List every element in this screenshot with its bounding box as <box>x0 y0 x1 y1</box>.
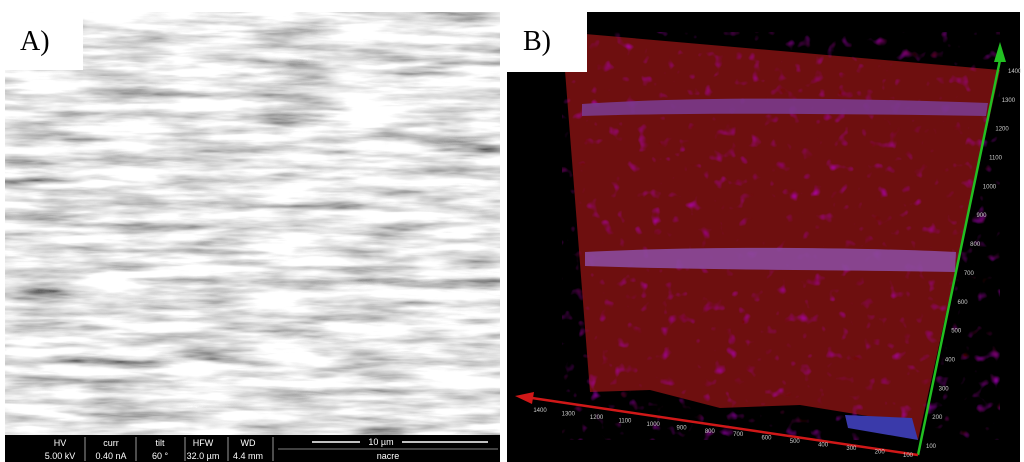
horizontal-tick-label: 1000 <box>647 422 661 428</box>
horizontal-tick-label: 800 <box>705 429 716 435</box>
databar-value: 0.40 nA <box>95 451 126 461</box>
horizontal-tick-label: 1200 <box>590 415 604 421</box>
vertical-tick-label: 800 <box>970 242 981 248</box>
horizontal-tick-label: 1300 <box>562 411 576 417</box>
vertical-tick-label: 500 <box>951 329 962 335</box>
vertical-tick-label: 200 <box>932 415 943 421</box>
horizontal-tick-label: 100 <box>903 453 914 459</box>
databar-name: tilt <box>156 438 165 448</box>
panel-b: B) 100 200 300 400 500 600 700 800 900 1000 1100 12… <box>507 12 1022 462</box>
sem-texture <box>5 12 500 435</box>
databar-name: curr <box>103 438 119 448</box>
horizontal-tick-label: 700 <box>733 432 744 438</box>
horizontal-tick-label: 200 <box>875 450 886 456</box>
databar-value: 4.4 mm <box>233 451 263 461</box>
horizontal-tick-label: 400 <box>818 443 829 449</box>
figure: A) HV 5.00 kV curr 0.40 nA tilt 60 ° HFW 32.0 µ… <box>0 0 1024 462</box>
horizontal-tick-label: 900 <box>677 425 688 431</box>
vertical-tick-label: 400 <box>945 357 956 363</box>
vertical-tick-label: 1400 <box>1008 69 1022 75</box>
vertical-tick-label: 1300 <box>1002 98 1016 104</box>
sample-name: nacre <box>377 451 400 461</box>
databar-value: 60 ° <box>152 451 169 461</box>
vertical-tick-label: 1100 <box>989 156 1003 162</box>
vertical-tick-label: 600 <box>958 300 969 306</box>
horizontal-tick-label: 300 <box>846 446 857 452</box>
panel-label: B) <box>523 26 551 57</box>
horizontal-tick-label: 1400 <box>533 408 547 414</box>
vertical-tick-label: 100 <box>926 444 937 450</box>
panel-label: A) <box>20 26 50 57</box>
vertical-tick-label: 300 <box>939 386 950 392</box>
vertical-tick-label: 900 <box>976 213 987 219</box>
vertical-tick-label: 1200 <box>995 127 1009 133</box>
databar-value: 32.0 µm <box>187 451 220 461</box>
horizontal-tick-label: 1100 <box>618 418 632 424</box>
band-upper <box>582 99 988 116</box>
vertical-tick-label: 700 <box>964 271 975 277</box>
databar-value: 5.00 kV <box>45 451 76 461</box>
panel-a: A) HV 5.00 kV curr 0.40 nA tilt 60 ° HFW 32.0 µ… <box>5 12 500 462</box>
databar-name: HV <box>54 438 67 448</box>
databar-name: HFW <box>193 438 214 448</box>
scale-bar-label: 10 µm <box>368 437 393 447</box>
horizontal-tick-label: 600 <box>761 436 772 442</box>
databar-name: WD <box>241 438 256 448</box>
horizontal-tick-label: 500 <box>790 439 801 445</box>
vertical-tick-label: 1000 <box>983 184 997 190</box>
